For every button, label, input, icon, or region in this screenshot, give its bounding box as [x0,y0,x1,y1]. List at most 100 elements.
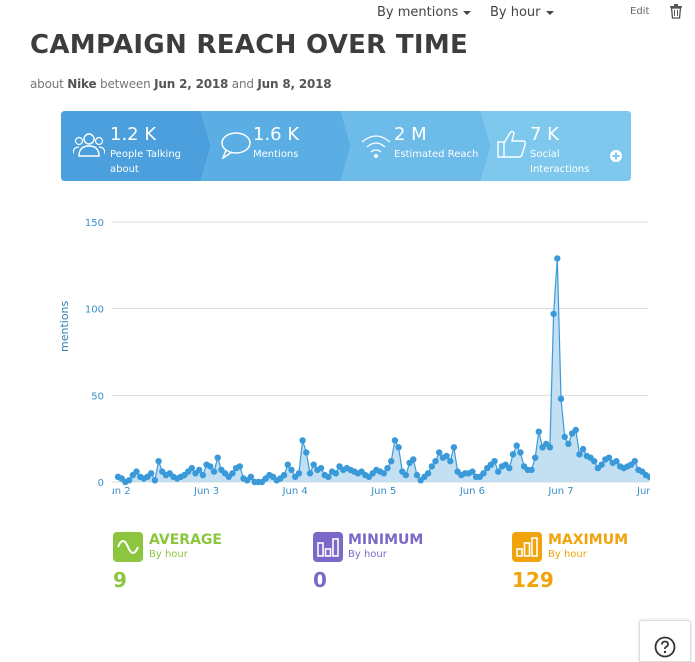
data-point [317,464,325,472]
data-point [148,470,155,477]
help-button[interactable] [639,620,691,662]
x-tick-label: Jun 4 [282,486,308,497]
data-point [591,458,598,465]
mentions-area-chart: 0 50 100 150 Jun 2 Jun 3 Jun 4 Jun 5 Jun 6 Jun 7 J… [85,218,693,497]
about-text: about [30,77,64,91]
x-tick-label: Jun 8 [636,486,662,497]
y-tick-label: 100 [85,305,104,316]
kpi-interactions-label: Social Interactions [530,149,590,175]
kpi-people-value: 1.2 K [110,124,157,145]
page-title: CAMPAIGN REACH OVER TIME [30,30,469,60]
data-point [572,426,579,434]
kpi-reach-value: 2 M [394,124,427,145]
people-icon [72,131,106,163]
wifi-signal-icon [360,133,392,163]
y-tick-label: 50 [91,391,104,402]
data-point [561,433,568,441]
x-tick-label: Jun 6 [459,486,485,497]
data-point [480,470,487,477]
kpi-ribbon-background [61,111,631,181]
data-point [654,465,660,471]
data-point [557,395,565,402]
data-point [672,474,678,480]
x-tick-label: Jun 5 [370,486,396,497]
stat-minimum-title: MINIMUM [348,532,424,548]
speech-bubble-icon [220,131,252,163]
data-point [229,470,236,477]
page-subtitle: about Nike between Jun 2, 2018 and Jun 8… [30,77,332,91]
data-point [280,471,288,479]
thumbs-up-icon [497,129,527,163]
data-point [661,463,667,469]
kpi-interactions-value: 7 K [530,124,559,145]
data-point [391,437,399,444]
data-point [450,444,458,451]
data-point [532,454,539,461]
chevron-down-icon [545,10,554,15]
stat-average-title: AVERAGE [149,532,222,548]
data-point [680,470,686,476]
data-point [447,458,454,465]
data-point [284,461,291,468]
plus-circle-icon[interactable] [610,147,622,166]
data-point [605,454,613,461]
data-point [535,428,542,435]
data-point [491,458,498,465]
data-point [133,468,140,475]
data-point [687,474,693,480]
y-tick-label: 150 [85,218,104,229]
data-point [443,452,450,460]
data-point [528,466,535,474]
data-point [413,471,421,479]
data-point [151,477,159,484]
data-point [495,468,502,475]
data-point [299,437,306,444]
data-point [513,442,520,449]
trash-icon[interactable] [669,4,683,23]
data-point [658,458,664,464]
brand-name: Nike [67,77,97,91]
data-point [410,456,417,463]
data-point [669,472,675,478]
kpi-people-label: People Talking about [110,149,182,175]
x-tick-label: Jun 7 [547,486,573,497]
edit-link[interactable]: Edit [630,6,650,17]
data-point [384,464,391,472]
stat-average-value: 9 [113,568,127,592]
bar-chart-max-icon [512,532,542,562]
data-point [303,449,310,456]
data-point [125,477,133,484]
data-point [207,463,214,470]
sort-by-mentions-dropdown[interactable]: By mentions [377,5,472,20]
question-circle-icon [654,636,676,658]
data-point [509,451,517,458]
data-point [576,451,583,458]
data-point [247,473,255,480]
kpi-mentions-value: 1.6 K [253,124,300,145]
stat-average-sub: By hour [149,549,188,560]
data-point [676,474,682,480]
data-point [310,461,317,468]
stat-minimum-value: 0 [313,568,327,592]
sort-by-mentions-label: By mentions [377,5,459,20]
kpi-reach-label: Estimated Reach [394,149,479,160]
kpi-mentions-label: Mentions [253,149,299,160]
start-date: Jun 2, 2018 [154,77,229,91]
stat-maximum-value: 129 [512,568,554,592]
data-point [517,449,524,456]
data-point [613,458,620,465]
y-tick-label: 0 [98,478,104,489]
data-point [579,445,587,453]
data-point [388,458,395,465]
data-point [325,473,332,480]
x-tick-label: Jun 2 [104,486,130,497]
data-point [565,440,572,448]
data-point [288,466,295,474]
bar-chart-min-icon [313,532,343,562]
data-point [550,310,557,318]
sine-wave-icon [113,532,143,562]
stat-minimum-sub: By hour [348,549,387,560]
interval-by-hour-dropdown[interactable]: By hour [490,5,554,20]
data-point [214,454,221,461]
x-tick-label: Jun 3 [193,486,219,497]
